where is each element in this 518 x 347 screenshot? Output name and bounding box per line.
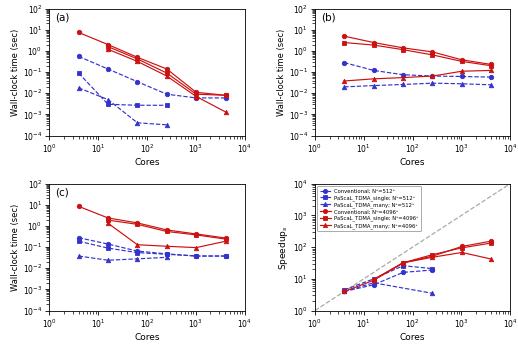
- Y-axis label: Wall-clock time (sec): Wall-clock time (sec): [11, 28, 20, 116]
- Y-axis label: Wall-clock time (sec): Wall-clock time (sec): [277, 28, 286, 116]
- Text: (a): (a): [55, 12, 69, 23]
- X-axis label: Cores: Cores: [400, 333, 425, 342]
- X-axis label: Cores: Cores: [134, 333, 160, 342]
- X-axis label: Cores: Cores: [400, 158, 425, 167]
- Y-axis label: Speedup$_s$: Speedup$_s$: [277, 225, 290, 270]
- Text: (b): (b): [321, 12, 335, 23]
- Text: (d): (d): [321, 187, 335, 197]
- Y-axis label: Wall-clock time (sec): Wall-clock time (sec): [11, 204, 20, 291]
- Text: (c): (c): [55, 187, 69, 197]
- X-axis label: Cores: Cores: [134, 158, 160, 167]
- Legend: Conventional; N³=512³, PaScaL_TDMA_single; N³=512³, PaScaL_TDMA_many; N³=512³, C: Conventional; N³=512³, PaScaL_TDMA_singl…: [317, 186, 421, 231]
